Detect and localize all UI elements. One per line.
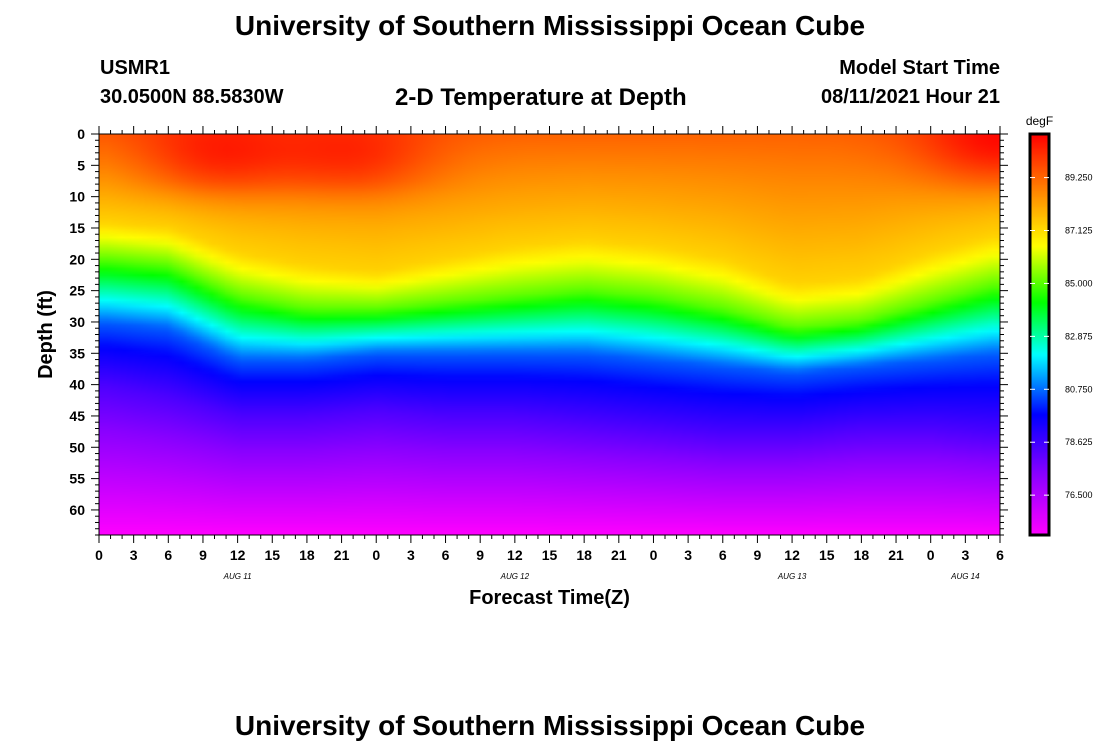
chart-subtitle: 2-D Temperature at Depth (395, 84, 687, 111)
colorbar-unit: degF (1026, 114, 1053, 128)
x-tick-label: 12 (507, 547, 523, 563)
y-axis-label: Depth (ft) (35, 290, 57, 379)
x-tick-label: 3 (684, 547, 692, 563)
x-tick-label: 9 (199, 547, 207, 563)
colorbar-tick-label: 85.000 (1065, 278, 1093, 288)
colorbar-frame (1028, 132, 1051, 537)
x-tick-label: 0 (927, 547, 935, 563)
y-tick-label: 15 (69, 220, 85, 236)
colorbar: degF 89.250 87.125 85.000 82.875 80.750 78.62… (1026, 114, 1093, 537)
x-tick-label: 15 (542, 547, 558, 563)
x-tick-label: 9 (476, 547, 484, 563)
colorbar-tick-label: 80.750 (1065, 384, 1093, 394)
y-tick-label: 55 (69, 471, 85, 487)
y-tick-label: 40 (69, 377, 85, 393)
x-axis: 0 3 6 9 12 15 18 21 0 3 6 9 12 15 18 21 0 3 6 9 12 15 18 21 0 3 6 A… (95, 126, 1004, 581)
x-tick-label: 18 (854, 547, 870, 563)
x-date-label: AUG 14 (950, 572, 980, 581)
y-tick-label: 45 (69, 408, 85, 424)
x-tick-label: 18 (576, 547, 592, 563)
x-tick-label: 6 (442, 547, 450, 563)
x-tick-label: 12 (784, 547, 800, 563)
station-id: USMR1 (100, 57, 171, 79)
x-tick-label: 6 (719, 547, 727, 563)
colorbar-tick-label: 87.125 (1065, 226, 1093, 236)
x-axis-label: Forecast Time(Z) (469, 587, 630, 609)
y-tick-label: 20 (69, 251, 85, 267)
x-tick-label: 15 (264, 547, 280, 563)
x-tick-label: 21 (334, 547, 350, 563)
x-date-label: AUG 13 (777, 572, 807, 581)
x-tick-label: 3 (407, 547, 415, 563)
y-axis: 0 5 10 15 20 25 30 35 40 45 50 55 60 (69, 126, 1008, 536)
colorbar-tick-label: 76.500 (1065, 490, 1093, 500)
page-title-top: University of Southern Mississippi Ocean… (234, 10, 866, 41)
y-tick-label: 25 (69, 283, 85, 299)
plot-area (98, 133, 1001, 536)
x-tick-label: 6 (996, 547, 1004, 563)
y-tick-label: 30 (69, 314, 85, 330)
colorbar-tick-label: 89.250 (1065, 173, 1093, 183)
x-tick-label: 3 (130, 547, 138, 563)
colorbar-tick-label: 78.625 (1065, 437, 1093, 447)
x-date-label: AUG 11 (223, 572, 252, 581)
y-tick-label: 10 (69, 189, 85, 205)
x-tick-label: 0 (650, 547, 658, 563)
x-tick-label: 6 (164, 547, 172, 563)
x-date-label: AUG 12 (500, 572, 530, 581)
heatmap-field (99, 134, 1000, 535)
model-start-label: Model Start Time (839, 57, 1000, 79)
station-coordinates: 30.0500N 88.5830W (100, 86, 284, 108)
x-tick-label: 21 (888, 547, 904, 563)
x-tick-label: 0 (95, 547, 103, 563)
page-title-bottom: University of Southern Mississippi Ocean… (234, 710, 866, 741)
x-tick-label: 21 (611, 547, 627, 563)
model-start-value: 08/11/2021 Hour 21 (820, 86, 1000, 108)
x-tick-label: 3 (961, 547, 969, 563)
y-tick-label: 0 (77, 126, 85, 142)
x-tick-label: 9 (754, 547, 762, 563)
x-tick-label: 12 (230, 547, 246, 563)
x-tick-label: 15 (819, 547, 835, 563)
y-tick-label: 60 (69, 502, 85, 518)
y-tick-label: 35 (69, 345, 85, 361)
colorbar-tick-label: 82.875 (1065, 331, 1093, 341)
colorbar-gradient (1030, 134, 1049, 535)
x-tick-label: 0 (372, 547, 380, 563)
y-tick-label: 5 (77, 157, 85, 173)
x-tick-label: 18 (299, 547, 315, 563)
y-tick-label: 50 (69, 439, 85, 455)
